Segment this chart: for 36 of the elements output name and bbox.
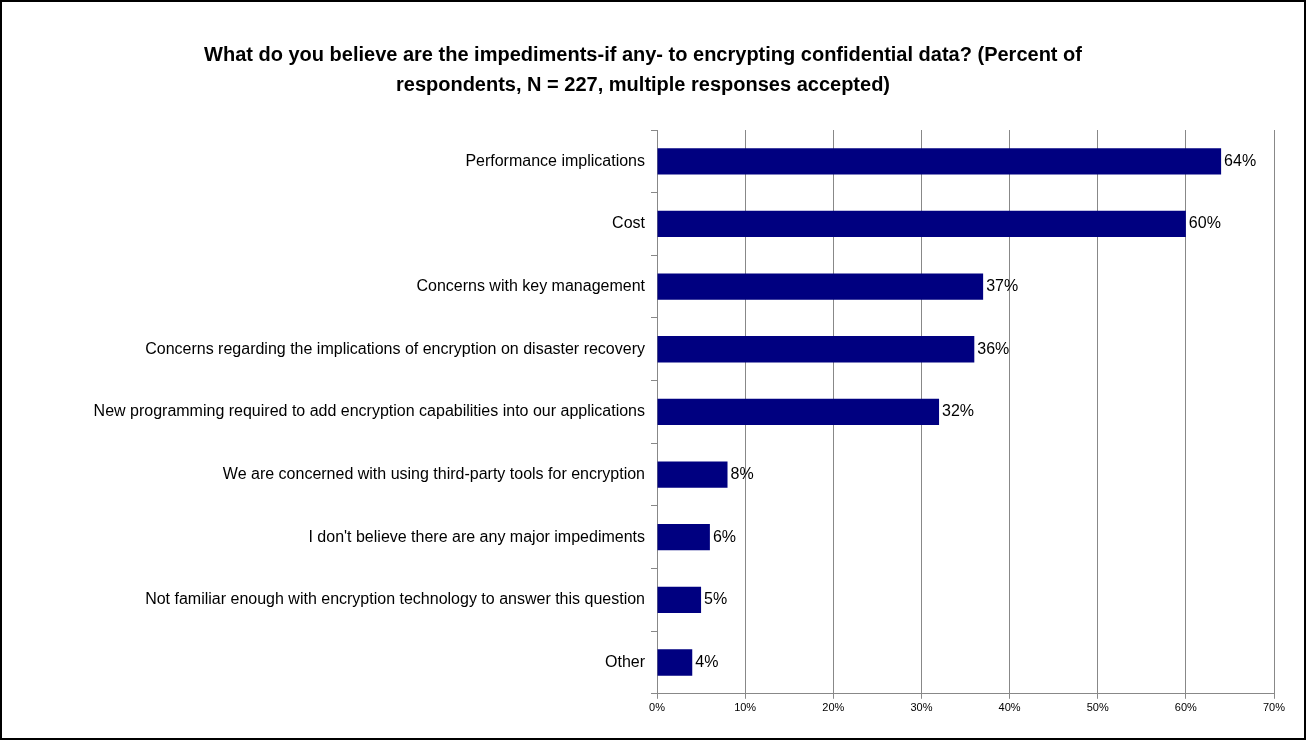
bar xyxy=(657,586,702,613)
data-label: 60% xyxy=(1188,214,1221,232)
y-tick-label: Concerns with key management xyxy=(416,277,646,295)
bar xyxy=(657,336,975,363)
data-label: 4% xyxy=(695,652,719,670)
y-tick-label: Performance implications xyxy=(465,151,645,169)
data-label: 5% xyxy=(704,590,728,608)
bar xyxy=(657,148,1222,175)
data-label: 37% xyxy=(986,277,1019,295)
bar xyxy=(657,461,728,488)
chart-title: What do you believe are the impediments-if any- to encrypting confidential data? (Percent of respondents, N = 227, multiple responses accepted) xyxy=(204,42,1083,95)
y-tick-label: Other xyxy=(604,652,646,670)
data-label: 32% xyxy=(942,402,975,420)
x-tick-label: 60% xyxy=(1174,701,1198,714)
y-tick-label: Concerns regarding the implications of encryption on disaster recovery xyxy=(145,339,645,357)
bar xyxy=(657,524,710,551)
data-label: 6% xyxy=(712,527,737,545)
bar xyxy=(657,398,940,426)
x-tick-label: 30% xyxy=(910,701,933,714)
x-tick-label: 0% xyxy=(649,701,666,714)
bar xyxy=(657,649,693,676)
data-label: 36% xyxy=(977,339,1010,357)
x-tick-label: 70% xyxy=(1262,701,1286,714)
y-tick-label: Not familiar enough with encryption technology to answer this question xyxy=(145,590,645,608)
bar xyxy=(657,210,1186,238)
data-label: 8% xyxy=(730,464,754,482)
bar xyxy=(657,273,984,300)
x-tick-label: 20% xyxy=(822,701,845,714)
y-tick-label: New programming required to add encryption capabilities into our applications xyxy=(93,402,645,420)
y-tick-label: Cost xyxy=(612,214,646,232)
x-tick-label: 10% xyxy=(734,701,757,714)
y-tick-label: We are concerned with using third-party tools for encryption xyxy=(222,464,645,482)
data-label: 64% xyxy=(1224,151,1257,169)
y-tick-label: I don't believe there are any major impediments xyxy=(308,527,645,545)
x-tick-label: 40% xyxy=(998,701,1021,714)
x-tick-label: 50% xyxy=(1086,701,1109,714)
